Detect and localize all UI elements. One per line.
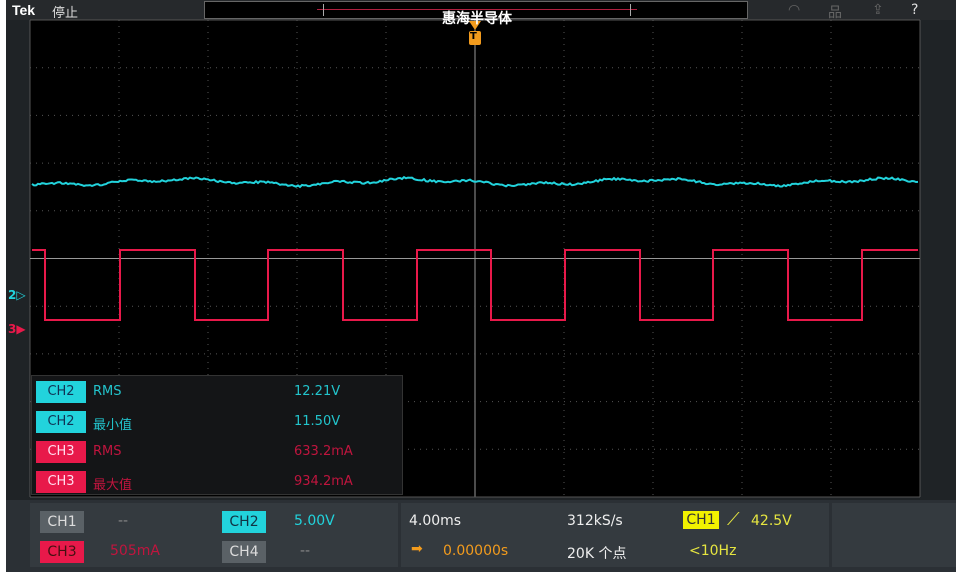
horizontal-trigger-panel[interactable]: 4.00ms 312kS/s ➡ 0.00000s 20K 个点 CH1 ⟋ 4…	[401, 503, 829, 567]
trigger-source-badge[interactable]: CH1	[683, 511, 719, 529]
measurement-row[interactable]: CH3 最大值 934.2mA	[36, 471, 396, 493]
measurement-value: 12.21V	[294, 384, 340, 399]
ch1-scale: --	[118, 513, 128, 529]
channel-panel: CH1 -- CH2 5.00V CH3 505mA CH4 --	[30, 503, 398, 567]
measurement-row[interactable]: CH3 RMS 633.2mA	[36, 441, 396, 463]
measurement-channel-badge: CH2	[36, 411, 86, 433]
measurement-name: 最大值	[93, 474, 132, 493]
measurement-row[interactable]: CH2 RMS 12.21V	[36, 381, 396, 403]
ch2-badge[interactable]: CH2	[222, 511, 266, 533]
measurement-value: 633.2mA	[294, 444, 353, 459]
ch1-badge[interactable]: CH1	[40, 511, 84, 533]
trigger-level[interactable]: 42.5V	[751, 513, 792, 529]
ch3-badge[interactable]: CH3	[40, 541, 84, 563]
ch3-offset-marker[interactable]: 3▶	[8, 322, 26, 336]
horizontal-position[interactable]: 0.00000s	[443, 543, 508, 559]
trigger-frequency: <10Hz	[689, 543, 736, 559]
ch4-badge[interactable]: CH4	[222, 541, 266, 563]
ch3-scale[interactable]: 505mA	[110, 543, 160, 559]
measurement-channel-badge: CH3	[36, 471, 86, 493]
empty-panel	[832, 503, 956, 567]
measurement-row[interactable]: CH2 最小值 11.50V	[36, 411, 396, 433]
rising-edge-icon: ⟋	[727, 509, 740, 530]
measurement-name: RMS	[93, 384, 122, 399]
measurement-value: 11.50V	[294, 414, 340, 429]
measurement-channel-badge: CH3	[36, 441, 86, 463]
horizontal-position-icon: ➡	[411, 541, 423, 557]
sample-rate: 312kS/s	[567, 513, 623, 529]
settings-bar: CH1 -- CH2 5.00V CH3 505mA CH4 -- 4.00ms…	[6, 500, 956, 572]
oscilloscope-screen: Tek 停止 ◠ 品 ⇪ ? T 惠海半导体 2▷ 3▶ CH2 RMS 12.…	[6, 0, 956, 572]
measurement-value: 934.2mA	[294, 474, 353, 489]
trigger-marker-label: T	[470, 31, 477, 42]
measurement-name: RMS	[93, 444, 122, 459]
record-length[interactable]: 20K 个点	[567, 543, 626, 563]
measurement-panel: CH2 RMS 12.21V CH2 最小值 11.50V CH3 RMS 633.…	[31, 375, 403, 495]
ch4-scale: --	[300, 543, 310, 559]
ch2-offset-marker[interactable]: 2▷	[8, 288, 26, 302]
horizontal-scale[interactable]: 4.00ms	[409, 513, 461, 529]
measurement-name: 最小值	[93, 414, 132, 433]
measurement-channel-badge: CH2	[36, 381, 86, 403]
watermark: 惠海半导体	[442, 8, 512, 28]
ch2-scale[interactable]: 5.00V	[294, 513, 335, 529]
